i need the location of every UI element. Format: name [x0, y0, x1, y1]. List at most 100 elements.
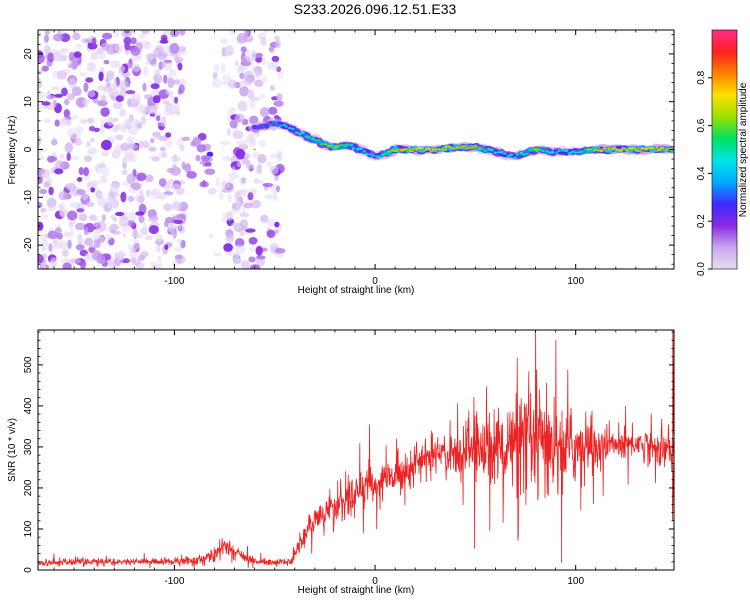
spectrogram-ridge-blob — [407, 148, 410, 150]
spectrogram-ridge-blob — [336, 146, 339, 148]
spectrogram-noise-blob — [142, 140, 150, 149]
spectrogram-noise-blob — [144, 60, 151, 65]
spectrogram-noise-blob — [142, 106, 147, 118]
spectrogram-ridge-blob — [493, 151, 497, 154]
spectrogram-noise-blob — [277, 70, 284, 79]
spectrogram-noise-blob — [38, 77, 43, 89]
spectrogram-noise-blob — [174, 246, 183, 252]
spectrogram-noise-blob — [148, 225, 159, 235]
spectrogram-noise-blob — [177, 62, 183, 71]
spectrogram-noise-blob — [165, 139, 173, 148]
spectrogram-noise-blob — [49, 156, 58, 162]
spectrogram-ridge-blob — [618, 149, 624, 152]
spectrogram-noise-blob — [101, 214, 106, 222]
spectrogram-noise-blob — [170, 155, 181, 163]
spectrogram-noise-blob — [104, 233, 112, 241]
spectrogram-ridge-blob — [370, 154, 376, 158]
spectrogram-noise-blob — [266, 219, 275, 228]
spectrogram-noise-blob — [100, 107, 110, 117]
spectrogram-noise-blob — [255, 245, 263, 256]
spectrogram-ridge-blob — [358, 147, 363, 150]
spectrogram-noise-blob — [38, 135, 43, 146]
spectrogram-noise-blob — [85, 77, 94, 83]
spectrogram-noise-blob — [145, 174, 154, 183]
spectrogram-noise-blob — [137, 195, 145, 204]
spectrogram-noise-blob — [249, 98, 256, 110]
spectrogram-noise-blob — [60, 257, 71, 265]
spectrogram-noise-blob — [239, 80, 247, 88]
spectrogram-noise-blob — [239, 176, 246, 186]
spectrogram-ridge-blob — [417, 149, 420, 151]
spectrogram-noise-blob — [125, 90, 136, 95]
spectrogram-ridge-blob — [458, 145, 462, 147]
spectrogram-noise-blob — [145, 53, 154, 61]
spectrogram-noise-blob — [167, 77, 175, 89]
spectrogram-noise-blob — [139, 189, 144, 195]
spectrogram-noise-blob — [68, 222, 74, 229]
spectrogram-ridge-blob — [519, 151, 524, 155]
spectrogram-noise-blob — [220, 63, 226, 73]
colorbar-tick-label: 0.4 — [696, 166, 707, 180]
spectrogram-noise-blob — [164, 220, 169, 228]
spectrogram-noise-blob — [78, 167, 84, 176]
spectrogram-noise-blob — [221, 74, 232, 81]
spectrogram-noise-blob — [221, 212, 227, 223]
spectrogram-ridge-blob — [525, 152, 529, 155]
spectrogram-noise-blob — [204, 168, 216, 175]
spectrogram-noise-blob — [209, 233, 214, 238]
spectrogram-noise-blob — [266, 161, 273, 168]
spectrogram-noise-blob — [135, 104, 145, 113]
spectrogram-noise-blob — [150, 215, 159, 220]
spectrogram-noise-blob — [69, 228, 74, 239]
spectrogram-noise-blob — [223, 182, 230, 189]
spectrogram-noise-blob — [235, 140, 247, 146]
spectrogram-noise-blob — [46, 197, 57, 208]
spectrogram-noise-blob — [220, 80, 231, 86]
spectrogram-noise-blob — [112, 101, 123, 110]
spectrogram-ridge-blob — [655, 148, 657, 150]
x-tick-label: 0 — [372, 576, 378, 587]
spectrogram-noise-blob — [152, 95, 161, 104]
colorbar-tick-label: 0.0 — [696, 262, 707, 276]
spectrogram-noise-blob — [127, 143, 139, 150]
spectrogram-noise-blob — [52, 51, 64, 62]
spectrogram-noise-blob — [122, 232, 127, 239]
spectrogram-noise-blob — [172, 79, 180, 85]
spectrogram-noise-blob — [239, 212, 250, 218]
spectrogram-ridge-blob — [405, 149, 407, 152]
spectrogram-ridge-blob — [619, 148, 622, 150]
spectrogram-noise-blob — [119, 65, 126, 73]
spectrogram-noise-blob — [259, 139, 266, 148]
spectrogram-noise-blob — [253, 178, 260, 184]
spectrogram-ridge-blob — [611, 147, 616, 150]
spectrogram-ridge-blob — [536, 148, 539, 150]
snr-panel: -100 0 100 0 100 200 300 400 500 Height of stra… — [7, 329, 675, 596]
spectrogram-noise-blob — [49, 257, 58, 269]
spectrogram-noise-blob — [121, 169, 128, 176]
colorbar-tick-label: 0.6 — [696, 118, 707, 132]
spectrogram-ridge-blob — [421, 149, 424, 151]
spectrogram-noise-blob — [38, 174, 44, 184]
spectrogram-noise-blob — [249, 115, 259, 125]
spectrogram-noise-blob — [59, 48, 69, 53]
spectrogram-noise-blob — [271, 61, 278, 71]
spectrogram-noise-blob — [47, 230, 58, 240]
y-tick-label: 20 — [23, 48, 34, 60]
spectrogram-noise-blob — [41, 214, 49, 220]
spectrogram-noise-blob — [47, 205, 56, 212]
spectrogram-noise-blob — [75, 244, 85, 251]
snr-frame — [37, 329, 675, 571]
spectrogram-noise-blob — [250, 247, 255, 253]
spectrogram-noise-blob — [175, 213, 186, 219]
spectrogram-ridge-blob — [603, 147, 607, 150]
spectrogram-noise-blob — [52, 137, 57, 146]
spectrogram-noise-blob — [61, 87, 68, 97]
spectrogram-noise-blob — [64, 182, 76, 190]
spectrogram-noise-blob — [67, 239, 72, 250]
spectrogram-ridge-blob — [345, 143, 349, 147]
spectrogram-noise-blob — [130, 37, 137, 45]
spectrogram-noise-blob — [184, 163, 192, 173]
spectrogram-noise-blob — [50, 86, 62, 91]
spectrogram-ridge-blob — [377, 155, 382, 159]
spectrogram-ridge-blob — [658, 148, 661, 150]
